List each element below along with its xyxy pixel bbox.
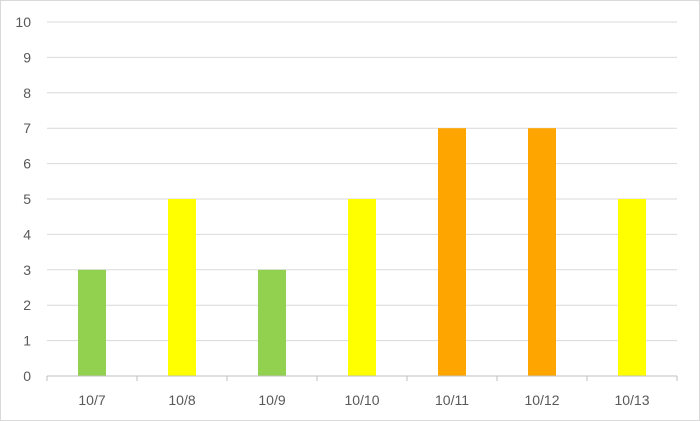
y-tick-label: 0	[23, 368, 31, 384]
x-tick-label: 10/7	[78, 392, 105, 408]
x-tick-label: 10/10	[344, 392, 379, 408]
bar-10-9	[258, 269, 286, 376]
bar-10-8	[168, 199, 196, 376]
x-tick-label: 10/12	[524, 392, 559, 408]
bar-10-13	[618, 199, 646, 376]
y-tick-label: 1	[23, 333, 31, 349]
y-tick-label: 5	[23, 191, 31, 207]
x-tick-label: 10/9	[258, 392, 285, 408]
y-tick-label: 8	[23, 85, 31, 101]
y-tick-label: 10	[15, 14, 31, 30]
x-tick-label: 10/11	[435, 392, 469, 408]
y-tick-label: 2	[23, 297, 31, 313]
x-tick-label: 10/8	[168, 392, 195, 408]
y-tick-label: 3	[23, 262, 31, 278]
y-tick-label: 9	[23, 49, 31, 65]
bar-10-11	[438, 128, 466, 376]
bar-10-10	[348, 199, 376, 376]
y-tick-label: 4	[23, 226, 31, 242]
x-tick-label: 10/13	[614, 392, 649, 408]
bar-10-7	[78, 269, 106, 376]
bar-10-12	[528, 128, 556, 376]
y-tick-label: 6	[23, 156, 31, 172]
y-tick-label: 7	[23, 120, 31, 136]
